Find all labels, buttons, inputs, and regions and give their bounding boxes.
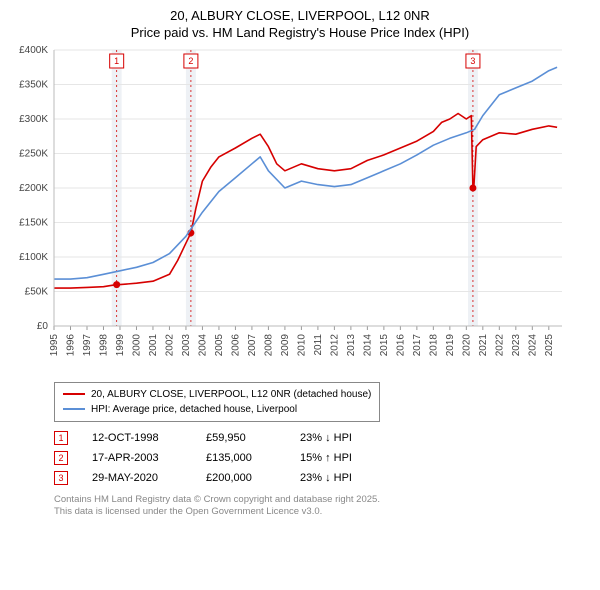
- sale-price: £200,000: [206, 472, 276, 484]
- svg-text:2015: 2015: [379, 333, 390, 356]
- legend-item: HPI: Average price, detached house, Live…: [63, 402, 371, 417]
- sale-price: £59,950: [206, 432, 276, 444]
- svg-text:£50K: £50K: [25, 286, 49, 297]
- svg-text:2013: 2013: [346, 333, 357, 356]
- line-chart-svg: £0 £50K £100K £150K £200K £250K £300K £350K £400…: [10, 46, 570, 376]
- svg-text:1998: 1998: [98, 333, 109, 356]
- svg-text:2014: 2014: [362, 333, 373, 356]
- svg-text:1995: 1995: [49, 333, 60, 356]
- sale-price: £135,000: [206, 452, 276, 464]
- svg-text:1: 1: [114, 56, 119, 66]
- svg-text:2018: 2018: [428, 333, 439, 356]
- title-address: 20, ALBURY CLOSE, LIVERPOOL, L12 0NR: [170, 8, 430, 23]
- svg-text:£150K: £150K: [19, 217, 48, 228]
- svg-text:2024: 2024: [527, 333, 538, 356]
- svg-text:£100K: £100K: [19, 252, 48, 263]
- svg-text:2012: 2012: [329, 333, 340, 356]
- svg-text:2009: 2009: [280, 333, 291, 356]
- title-subtitle: Price paid vs. HM Land Registry's House …: [131, 25, 469, 40]
- svg-text:1996: 1996: [65, 333, 76, 356]
- legend: 20, ALBURY CLOSE, LIVERPOOL, L12 0NR (de…: [54, 382, 380, 422]
- license-line-1: Contains HM Land Registry data © Crown c…: [54, 494, 380, 505]
- chart-plot: £0 £50K £100K £150K £200K £250K £300K £350K £400…: [10, 46, 590, 376]
- svg-text:1999: 1999: [115, 333, 126, 356]
- svg-text:2023: 2023: [511, 333, 522, 356]
- sale-date: 12-OCT-1998: [92, 432, 182, 444]
- license-line-2: This data is licensed under the Open Gov…: [54, 506, 322, 517]
- license-text: Contains HM Land Registry data © Crown c…: [54, 494, 590, 519]
- svg-text:2019: 2019: [445, 333, 456, 356]
- sale-date: 29-MAY-2020: [92, 472, 182, 484]
- svg-text:2021: 2021: [478, 333, 489, 356]
- svg-text:2016: 2016: [395, 333, 406, 356]
- svg-text:£200K: £200K: [19, 183, 48, 194]
- sales-table: 1 12-OCT-1998 £59,950 23% ↓ HPI 2 17-APR-2003…: [54, 428, 590, 488]
- chart-title: 20, ALBURY CLOSE, LIVERPOOL, L12 0NR Pri…: [10, 8, 590, 42]
- sale-diff: 23% ↓ HPI: [300, 432, 380, 444]
- svg-text:£300K: £300K: [19, 114, 48, 125]
- svg-text:£350K: £350K: [19, 79, 48, 90]
- svg-text:2003: 2003: [181, 333, 192, 356]
- sale-diff: 23% ↓ HPI: [300, 472, 380, 484]
- svg-text:2005: 2005: [214, 333, 225, 356]
- svg-text:1997: 1997: [82, 333, 93, 356]
- svg-text:2010: 2010: [296, 333, 307, 356]
- svg-text:2006: 2006: [230, 333, 241, 356]
- sale-row: 3 29-MAY-2020 £200,000 23% ↓ HPI: [54, 468, 590, 488]
- sale-diff: 15% ↑ HPI: [300, 452, 380, 464]
- svg-text:2: 2: [188, 56, 193, 66]
- sale-row: 2 17-APR-2003 £135,000 15% ↑ HPI: [54, 448, 590, 468]
- sale-marker-icon: 1: [54, 431, 68, 445]
- legend-label: HPI: Average price, detached house, Live…: [91, 402, 297, 417]
- svg-text:£400K: £400K: [19, 46, 48, 56]
- svg-text:2002: 2002: [164, 333, 175, 356]
- svg-text:2001: 2001: [148, 333, 159, 356]
- legend-swatch: [63, 393, 85, 395]
- svg-text:2008: 2008: [263, 333, 274, 356]
- svg-text:2011: 2011: [313, 333, 324, 355]
- svg-text:3: 3: [470, 56, 475, 66]
- svg-text:2007: 2007: [247, 333, 258, 356]
- svg-text:2000: 2000: [131, 333, 142, 356]
- svg-text:2025: 2025: [544, 333, 555, 356]
- svg-text:£250K: £250K: [19, 148, 48, 159]
- sale-date: 17-APR-2003: [92, 452, 182, 464]
- sale-row: 1 12-OCT-1998 £59,950 23% ↓ HPI: [54, 428, 590, 448]
- chart-container: 20, ALBURY CLOSE, LIVERPOOL, L12 0NR Pri…: [0, 0, 600, 526]
- legend-item: 20, ALBURY CLOSE, LIVERPOOL, L12 0NR (de…: [63, 387, 371, 402]
- svg-text:2020: 2020: [461, 333, 472, 356]
- sale-marker-icon: 3: [54, 471, 68, 485]
- svg-text:2004: 2004: [197, 333, 208, 356]
- legend-swatch: [63, 408, 85, 410]
- svg-text:2017: 2017: [412, 333, 423, 356]
- svg-text:2022: 2022: [494, 333, 505, 356]
- legend-label: 20, ALBURY CLOSE, LIVERPOOL, L12 0NR (de…: [91, 387, 371, 402]
- sale-marker-icon: 2: [54, 451, 68, 465]
- svg-text:£0: £0: [37, 321, 49, 332]
